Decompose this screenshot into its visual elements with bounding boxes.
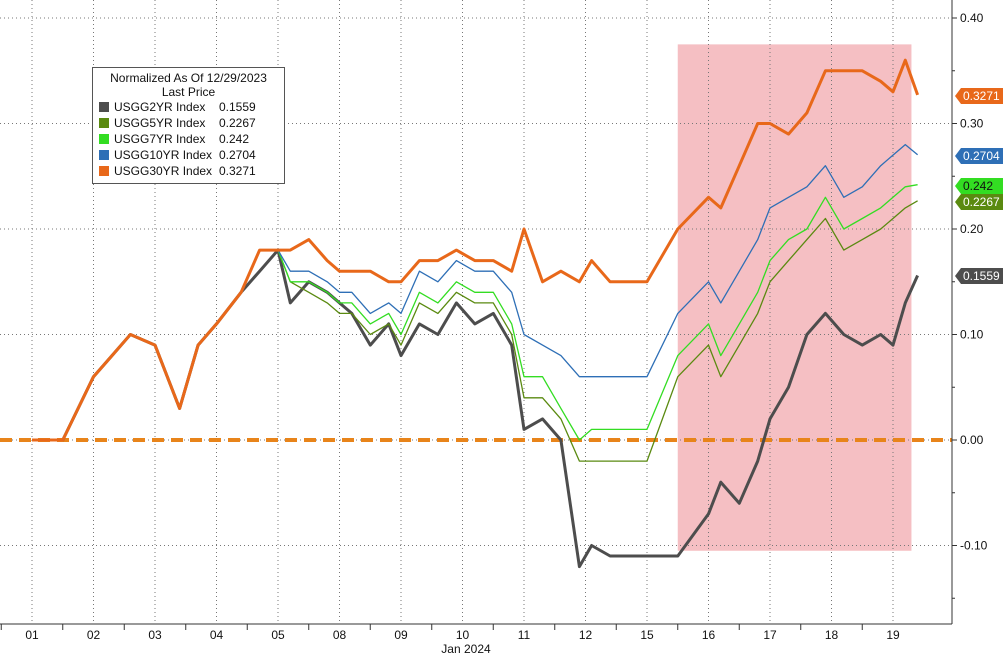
legend-last-value: 0.2704 xyxy=(219,148,256,162)
x-tick-label: 02 xyxy=(87,628,101,642)
y-tick-label: 0.20 xyxy=(960,222,984,236)
legend-subtitle: Last Price xyxy=(161,85,216,99)
legend-swatch xyxy=(99,118,109,128)
legend-series-name: USGG10YR Index xyxy=(114,148,213,162)
legend-entry: USGG7YR Index 0.242 xyxy=(99,131,278,147)
legend-entry: USGG2YR Index 0.1559 xyxy=(99,99,278,115)
y-tick-label: 0.40 xyxy=(960,11,984,25)
last-value-label: 0.1559 xyxy=(963,269,1000,283)
last-value-label: 0.242 xyxy=(963,179,993,193)
x-tick-label: 17 xyxy=(763,628,777,642)
x-tick-label: 01 xyxy=(25,628,39,642)
legend: Normalized As Of 12/29/2023 Last Price U… xyxy=(92,67,285,184)
last-value-badge xyxy=(955,88,1003,104)
highlight-region xyxy=(677,44,912,551)
legend-last-value: 0.1559 xyxy=(219,100,256,114)
x-tick-label: 18 xyxy=(825,628,839,642)
x-tick-label: 12 xyxy=(579,628,593,642)
last-value-badge xyxy=(955,148,1003,164)
legend-entry: USGG5YR Index 0.2267 xyxy=(99,115,278,131)
last-value-label: 0.3271 xyxy=(963,89,1000,103)
x-axis-label: Jan 2024 xyxy=(441,642,491,656)
legend-series-name: USGG5YR Index xyxy=(114,116,206,130)
legend-series-name: USGG2YR Index xyxy=(114,100,206,114)
legend-last-value: 0.3271 xyxy=(219,164,256,178)
x-tick-label: 08 xyxy=(333,628,347,642)
legend-series-name: USGG30YR Index xyxy=(114,164,213,178)
last-value-badge xyxy=(955,268,1003,284)
y-tick-label: 0.00 xyxy=(960,433,984,447)
x-tick-label: 04 xyxy=(210,628,224,642)
legend-series-name: USGG7YR Index xyxy=(114,132,206,146)
legend-swatch xyxy=(99,102,109,112)
legend-swatch xyxy=(99,134,109,144)
last-value-badge xyxy=(955,178,1003,194)
last-value-label: 0.2267 xyxy=(963,195,1000,209)
x-tick-label: 11 xyxy=(518,628,531,642)
x-tick-label: 05 xyxy=(271,628,285,642)
legend-entry: USGG30YR Index 0.3271 xyxy=(99,163,278,179)
legend-entries: USGG2YR Index 0.1559 USGG5YR Index 0.2267 US… xyxy=(99,99,278,179)
legend-title: Normalized As Of 12/29/2023 xyxy=(110,71,267,85)
legend-swatch xyxy=(99,150,109,160)
legend-entry: USGG10YR Index 0.2704 xyxy=(99,147,278,163)
x-tick-label: 16 xyxy=(702,628,716,642)
y-tick-label: 0.10 xyxy=(960,328,984,342)
x-tick-label: 15 xyxy=(640,628,654,642)
highlight-region-layer xyxy=(677,44,912,551)
x-tick-label: 09 xyxy=(394,628,408,642)
y-tick-label: 0.30 xyxy=(960,117,984,131)
y-tick-label: -0.10 xyxy=(960,539,988,553)
legend-last-value: 0.2267 xyxy=(219,116,256,130)
x-tick-label: 10 xyxy=(456,628,470,642)
last-value-label: 0.2704 xyxy=(963,149,1000,163)
legend-swatch xyxy=(99,166,109,176)
legend-last-value: 0.242 xyxy=(219,132,250,146)
x-tick-label: 03 xyxy=(148,628,162,642)
x-tick-label: 19 xyxy=(886,628,900,642)
last-value-labels-layer: 0.3271 0.2704 0.242 0.2267 0.1559 xyxy=(955,88,1003,284)
series-layer xyxy=(32,58,920,569)
last-value-badge xyxy=(955,194,1003,210)
series-line-usgg30yr xyxy=(32,58,920,442)
